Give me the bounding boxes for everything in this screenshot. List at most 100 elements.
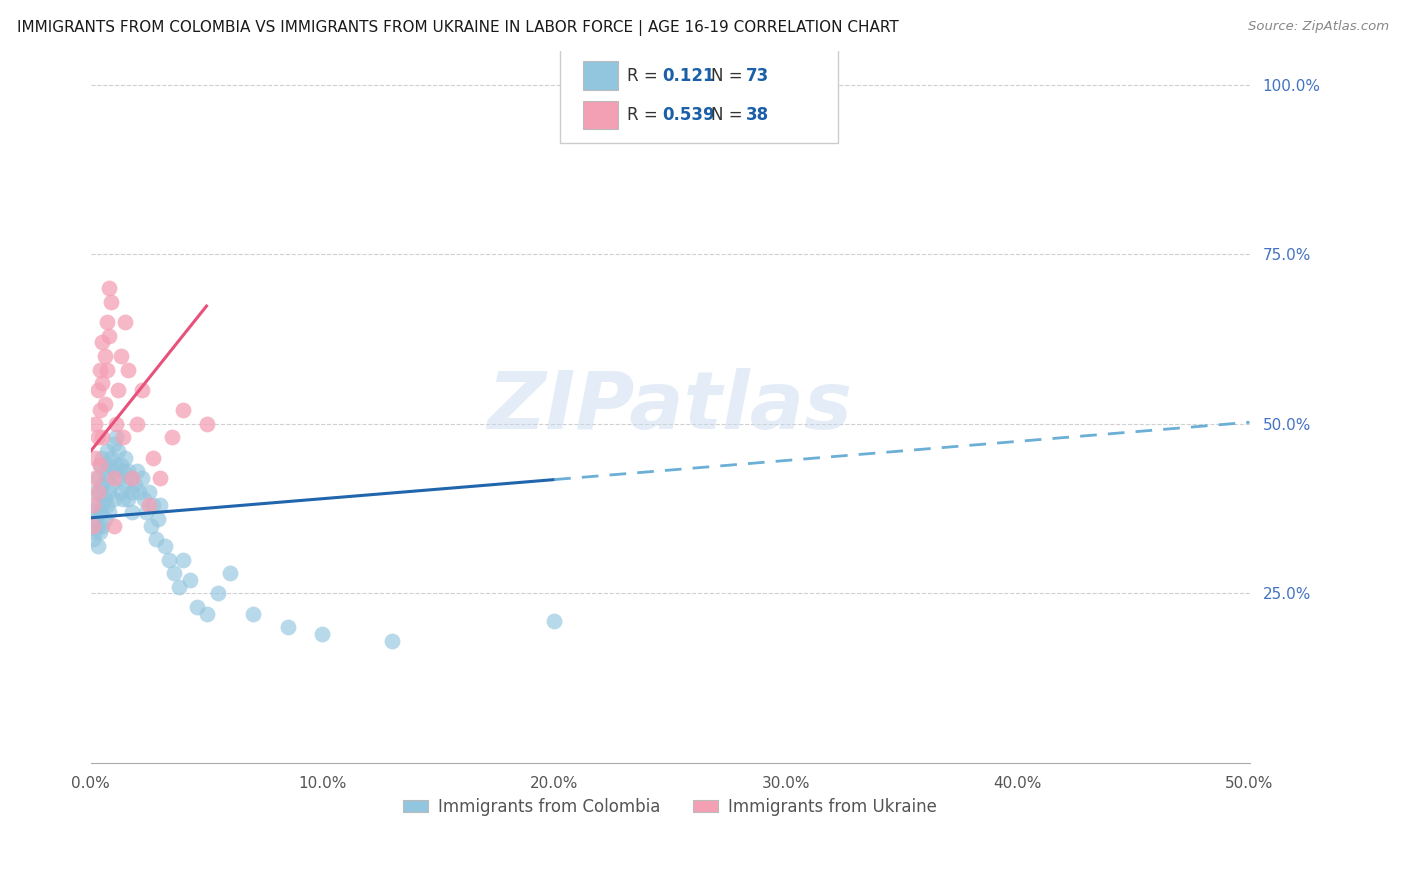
Point xyxy=(105,430,128,444)
Point xyxy=(114,450,136,465)
Point xyxy=(93,464,115,478)
Text: Source: ZipAtlas.com: Source: ZipAtlas.com xyxy=(1249,20,1389,33)
Point xyxy=(98,484,121,499)
Point xyxy=(86,518,108,533)
FancyBboxPatch shape xyxy=(583,101,617,129)
Point xyxy=(82,498,104,512)
Point xyxy=(149,498,172,512)
Point xyxy=(242,607,264,621)
Point xyxy=(91,450,114,465)
Point xyxy=(124,478,146,492)
Point xyxy=(98,281,121,295)
Point xyxy=(107,444,129,458)
Point xyxy=(89,484,111,499)
Point xyxy=(82,505,104,519)
Point xyxy=(207,586,229,600)
Point xyxy=(118,471,141,485)
Point xyxy=(84,417,107,431)
Point xyxy=(186,600,208,615)
Point xyxy=(146,512,169,526)
Point xyxy=(218,566,240,581)
Point xyxy=(142,450,165,465)
Point xyxy=(93,512,115,526)
Point xyxy=(96,362,118,376)
Point xyxy=(121,484,143,499)
Point xyxy=(381,634,404,648)
Point xyxy=(96,444,118,458)
Point xyxy=(89,525,111,540)
Point xyxy=(125,464,148,478)
Text: 0.539: 0.539 xyxy=(662,106,714,124)
Point xyxy=(91,478,114,492)
Point xyxy=(121,505,143,519)
Point xyxy=(112,464,135,478)
Point xyxy=(103,518,125,533)
Point xyxy=(98,458,121,472)
Point xyxy=(160,430,183,444)
Point xyxy=(138,498,160,512)
Point xyxy=(93,349,115,363)
Point xyxy=(89,458,111,472)
Point xyxy=(84,525,107,540)
Point xyxy=(96,315,118,329)
Point xyxy=(89,505,111,519)
Point xyxy=(125,417,148,431)
Point xyxy=(117,464,139,478)
Text: 73: 73 xyxy=(745,67,769,85)
Point xyxy=(167,580,190,594)
FancyBboxPatch shape xyxy=(560,44,838,144)
Text: N =: N = xyxy=(710,67,748,85)
Point xyxy=(103,437,125,451)
Point xyxy=(277,620,299,634)
Point xyxy=(142,498,165,512)
Point xyxy=(135,505,157,519)
Point xyxy=(105,417,128,431)
Point xyxy=(84,471,107,485)
Point xyxy=(91,430,114,444)
Point xyxy=(138,484,160,499)
Point xyxy=(89,458,111,472)
Point xyxy=(98,328,121,343)
FancyBboxPatch shape xyxy=(583,62,617,90)
Point xyxy=(153,539,176,553)
Point xyxy=(195,417,218,431)
Point xyxy=(311,627,333,641)
Point xyxy=(107,471,129,485)
Point xyxy=(86,539,108,553)
Point xyxy=(103,491,125,506)
Point xyxy=(86,471,108,485)
Point xyxy=(543,614,565,628)
Point xyxy=(82,533,104,547)
Point xyxy=(117,491,139,506)
Point xyxy=(110,458,132,472)
Text: IMMIGRANTS FROM COLOMBIA VS IMMIGRANTS FROM UKRAINE IN LABOR FORCE | AGE 16-19 C: IMMIGRANTS FROM COLOMBIA VS IMMIGRANTS F… xyxy=(17,20,898,36)
Point xyxy=(131,383,153,397)
Point xyxy=(128,484,150,499)
Point xyxy=(93,396,115,410)
Legend: Immigrants from Colombia, Immigrants from Ukraine: Immigrants from Colombia, Immigrants fro… xyxy=(392,788,948,826)
Point xyxy=(91,498,114,512)
Point xyxy=(114,315,136,329)
Point xyxy=(110,484,132,499)
Point xyxy=(89,403,111,417)
Point xyxy=(86,498,108,512)
Point xyxy=(103,464,125,478)
Point xyxy=(107,383,129,397)
Point xyxy=(163,566,186,581)
Point xyxy=(82,518,104,533)
Point xyxy=(84,484,107,499)
Point xyxy=(112,491,135,506)
Point xyxy=(84,512,107,526)
Point xyxy=(93,491,115,506)
Point xyxy=(84,450,107,465)
Point xyxy=(195,607,218,621)
Point xyxy=(157,552,180,566)
Text: R =: R = xyxy=(627,106,664,124)
Point xyxy=(132,491,155,506)
Point xyxy=(96,498,118,512)
Point xyxy=(172,552,194,566)
Point xyxy=(105,458,128,472)
Point xyxy=(91,518,114,533)
Point xyxy=(145,533,167,547)
Point xyxy=(110,349,132,363)
